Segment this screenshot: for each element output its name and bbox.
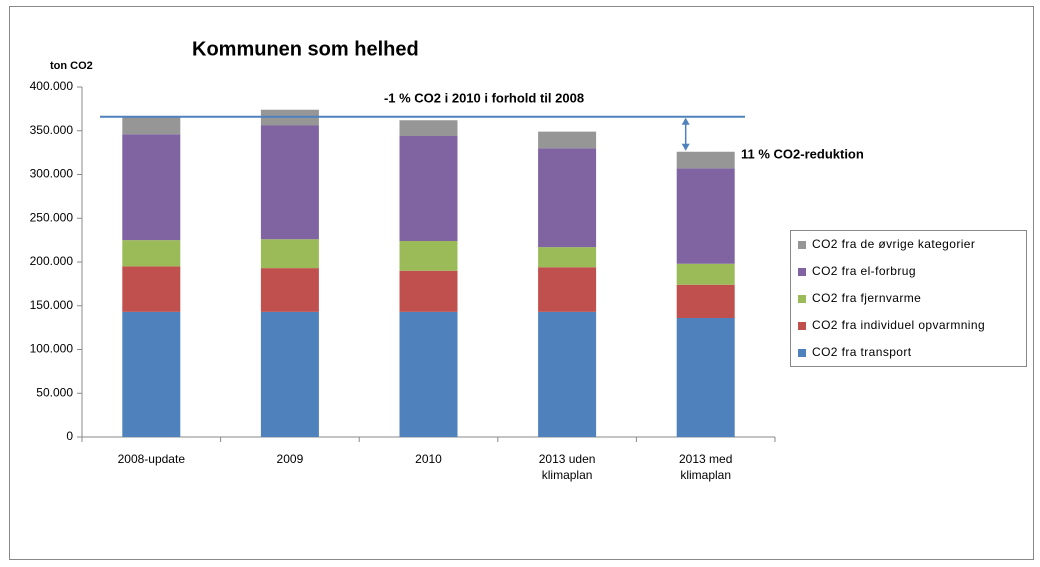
bar-segment (538, 267, 597, 312)
x-tick-label-line: klimaplan (680, 468, 731, 482)
legend-swatch (798, 349, 806, 357)
legend-label: CO2 fra de øvrige kategorier (812, 237, 975, 251)
y-tick-label: 100.000 (30, 342, 74, 356)
y-tick-label: 250.000 (30, 210, 74, 224)
bar-segment (122, 266, 181, 312)
y-tick-label: 400.000 (30, 79, 74, 93)
bar-segment (122, 311, 181, 437)
y-tick-label: 300.000 (30, 167, 74, 181)
x-tick-label: 2009 (277, 452, 304, 466)
chart-title: Kommunen som helhed (192, 38, 419, 60)
bar-segment (399, 136, 458, 241)
x-tick-label-line: 2009 (277, 452, 304, 466)
y-tick-label: 350.000 (30, 123, 74, 137)
bar-segment (260, 311, 319, 437)
x-tick-label: 2013 med klimaplan (679, 452, 732, 482)
bar-segment (399, 241, 458, 271)
bar-segment (260, 268, 319, 312)
x-tick-label: 2010 (415, 452, 442, 466)
bar-segment (538, 131, 597, 149)
x-tick-label: 2013 uden klimaplan (539, 452, 596, 482)
legend-label: CO2 fra fjernvarme (812, 291, 921, 305)
bar-segment (538, 311, 597, 437)
bar-segment (676, 318, 735, 437)
legend-swatch (798, 295, 806, 303)
bar-segment (538, 247, 597, 268)
legend-swatch (798, 241, 806, 249)
x-tick-label-line: 2008-update (118, 452, 186, 466)
bar-segment (399, 120, 458, 136)
bar-segment (260, 125, 319, 240)
annotation: -1 % CO2 i 2010 i forhold til 2008 (384, 90, 584, 105)
y-tick-label: 200.000 (30, 254, 74, 268)
arrow-head (681, 117, 690, 125)
legend-label: CO2 fra individuel opvarmning (812, 318, 985, 332)
y-tick-label: 50.000 (36, 385, 73, 399)
bar-segment (538, 148, 597, 248)
x-tick-label-line: 2013 med (679, 452, 732, 466)
annotation: 11 % CO2-reduktion (741, 146, 864, 161)
legend-swatch (798, 322, 806, 330)
legend-swatch (798, 268, 806, 276)
bar-segment (676, 263, 735, 285)
x-tick-label-line: klimaplan (542, 468, 593, 482)
bar-segment (122, 116, 181, 135)
bar-segment (399, 270, 458, 312)
x-tick-label: 2008-update (118, 452, 186, 466)
x-tick-label-line: 2013 uden (539, 452, 596, 466)
bar-segment (399, 311, 458, 437)
bar-segment (676, 151, 735, 169)
legend-label: CO2 fra transport (812, 345, 912, 359)
bar-segment (676, 168, 735, 264)
y-tick-label: 150.000 (30, 298, 74, 312)
x-tick-label-line: 2010 (415, 452, 442, 466)
bar-segment (260, 239, 319, 269)
legend-box (790, 230, 1027, 367)
y-axis-label: ton CO2 (50, 60, 93, 72)
bar-segment (122, 240, 181, 267)
bar-segment (676, 284, 735, 318)
arrow-head (681, 143, 690, 151)
legend-label: CO2 fra el-forbrug (812, 264, 916, 278)
y-tick-label: 0 (66, 429, 73, 443)
bar-segment (122, 134, 181, 241)
